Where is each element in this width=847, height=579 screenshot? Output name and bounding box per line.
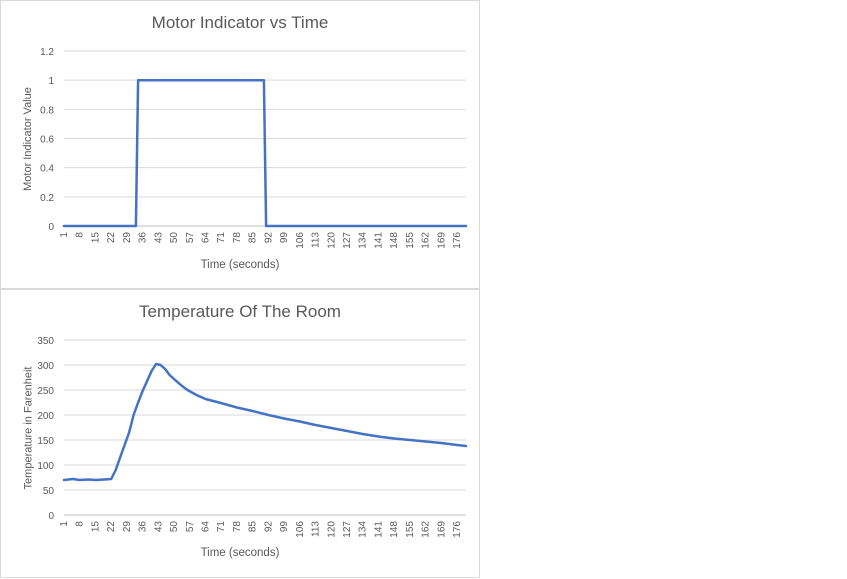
x-tick-label: 1 (59, 232, 70, 238)
y-tick-label: 250 (37, 386, 54, 397)
x-axis-title: Time (seconds) (200, 547, 280, 559)
x-tick-label: 57 (185, 521, 196, 533)
x-tick-label: 85 (248, 521, 259, 533)
y-axis-title: Motor Indicator Value (21, 86, 34, 191)
room-temperature-chart: 0 50 100 150 200 250 300 350 1 8 15 22 29 36 43 50 57 64 7… (0, 289, 480, 578)
x-tick-label: 57 (185, 232, 196, 244)
y-tick-label: 150 (37, 436, 54, 447)
motor-indicator-chart: 0 0.2 0.4 0.6 0.8 1 1.2 1 8 15 22 29 36 43 50 57 64 71 78 8… (0, 0, 480, 289)
x-tick-label: 148 (389, 232, 400, 249)
x-tick-label: 99 (279, 232, 290, 244)
x-tick-label: 127 (342, 232, 353, 249)
y-tick-label: 0.4 (40, 164, 54, 175)
x-tick-label: 29 (122, 521, 133, 533)
y-tick-label: 350 (37, 336, 54, 347)
x-tick-label: 64 (200, 521, 211, 533)
x-tick-label: 71 (216, 232, 227, 244)
x-tick-label: 50 (169, 521, 180, 533)
x-tick-label: 141 (373, 521, 384, 538)
x-tick-label: 113 (311, 232, 322, 248)
x-tick-label: 85 (248, 232, 259, 244)
x-tick-label: 22 (106, 232, 117, 244)
x-tick-label: 148 (389, 521, 400, 538)
x-tick-label: 92 (263, 521, 274, 533)
x-tick-label: 29 (122, 232, 133, 244)
x-tick-label: 120 (326, 232, 337, 249)
x-tick-label: 71 (216, 521, 227, 533)
x-tick-label: 176 (452, 521, 463, 538)
x-tick-label: 113 (311, 521, 322, 537)
x-tick-label: 43 (153, 521, 164, 533)
y-tick-label: 300 (37, 361, 54, 372)
x-tick-label: 15 (90, 232, 101, 244)
y-tick-label: 200 (37, 411, 54, 422)
x-tick-label: 78 (232, 232, 243, 244)
y-tick-label: 1 (48, 76, 54, 87)
y-tick-label: 0 (48, 511, 54, 522)
y-tick-label: 0.6 (40, 135, 54, 146)
chart-title: Motor Indicator vs Time (151, 13, 329, 32)
x-tick-label: 176 (452, 232, 463, 249)
x-tick-label: 134 (358, 521, 369, 538)
x-tick-label: 64 (200, 232, 211, 244)
x-tick-label: 162 (421, 232, 432, 249)
x-tick-label: 50 (169, 232, 180, 244)
x-tick-label: 99 (279, 521, 290, 533)
y-tick-label: 0.8 (40, 105, 54, 116)
x-tick-label: 8 (75, 521, 86, 527)
x-tick-label: 43 (153, 232, 164, 244)
y-axis-title: Temperature in Farenheit (21, 366, 34, 489)
y-tick-label: 50 (43, 486, 55, 497)
x-tick-label: 36 (138, 521, 149, 533)
x-tick-label: 155 (405, 232, 416, 249)
y-tick-label: 0.2 (40, 193, 54, 204)
series-line (62, 362, 468, 482)
y-tick-label: 0 (48, 222, 54, 233)
x-tick-label: 169 (436, 521, 447, 538)
y-tick-label: 100 (37, 461, 54, 472)
motor-indicator-plot: 00.20.40.60.811.21 8 15 22 29 36 43 50 57 64 71 78 8… (40, 47, 468, 249)
x-tick-label: 106 (295, 521, 306, 538)
y-tick-label: 1.2 (40, 47, 54, 58)
x-tick-label: 134 (358, 232, 369, 249)
series-line (62, 78, 468, 228)
x-tick-label: 169 (436, 232, 447, 249)
x-axis-title: Time (seconds) (200, 259, 280, 271)
x-tick-label: 78 (232, 521, 243, 533)
x-tick-label: 15 (90, 521, 101, 533)
room-temperature-plot: 0 50 100 150 200 250 300 350 1 8 15 22 29 36 43 50 57 64 7… (37, 336, 468, 538)
x-tick-label: 155 (405, 521, 416, 538)
x-tick-label: 8 (75, 232, 86, 238)
x-tick-label: 22 (106, 521, 117, 533)
x-tick-label: 36 (138, 232, 149, 244)
x-tick-label: 92 (263, 232, 274, 244)
x-tick-label: 127 (342, 521, 353, 538)
x-tick-label: 162 (421, 521, 432, 538)
x-tick-label: 106 (295, 232, 306, 249)
x-tick-label: 120 (326, 521, 337, 538)
x-tick-label: 1 (59, 521, 70, 527)
x-tick-label: 141 (373, 232, 384, 249)
chart-title: Temperature Of The Room (139, 302, 341, 321)
